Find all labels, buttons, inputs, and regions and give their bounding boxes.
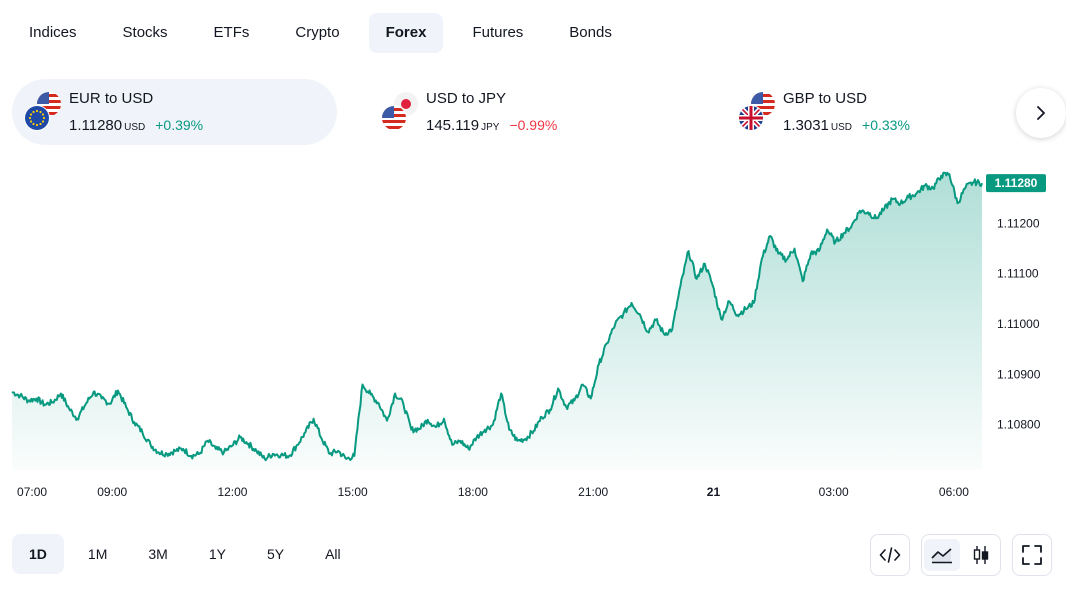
candlestick-chart-button[interactable] — [963, 539, 999, 571]
gbp-usd-flag-icon — [738, 92, 775, 131]
ticker-strip: EUR to USD 1.11280 USD +0.39% USD to JPY 1… — [12, 79, 1052, 145]
y-tick-label: 1.11200 — [997, 216, 1040, 230]
x-tick-label: 06:00 — [939, 485, 969, 499]
ticker-name: USD to JPY — [426, 90, 507, 107]
tab-crypto[interactable]: Crypto — [295, 24, 340, 41]
market-category-tabs: Indices Stocks ETFs Crypto Forex Futures… — [12, 13, 641, 53]
x-tick-label: 21:00 — [578, 485, 608, 499]
ticker-eur-usd[interactable]: EUR to USD 1.11280 USD +0.39% — [12, 79, 337, 145]
range-all[interactable]: All — [325, 546, 341, 562]
ticker-price-row: 1.3031 USD +0.33% — [783, 117, 910, 134]
ticker-name: EUR to USD — [69, 90, 154, 107]
y-axis: 1.10800 1.10900 1.11000 1.11100 1.11200 — [997, 216, 1041, 431]
ticker-change: −0.99% — [509, 117, 558, 133]
ticker-name: GBP to USD — [783, 90, 867, 107]
tab-bonds[interactable]: Bonds — [569, 24, 612, 41]
last-price-tag-bg — [986, 174, 1046, 193]
ticker-currency: USD — [124, 122, 146, 133]
ticker-gbp-usd[interactable]: GBP to USD 1.3031 USD +0.33% — [726, 79, 1016, 145]
ticker-price: 1.11280 — [69, 117, 123, 134]
chart-style-switcher — [921, 534, 1001, 576]
y-tick-label: 1.10800 — [997, 418, 1041, 432]
tab-futures[interactable]: Futures — [472, 24, 524, 41]
usd-jpy-flag-icon — [381, 92, 418, 131]
range-1d[interactable]: 1D — [12, 534, 64, 574]
tab-etfs[interactable]: ETFs — [213, 24, 250, 41]
time-range-selector: 1D 1M 3M 1Y 5Y All — [12, 534, 365, 574]
eur-usd-flag-icon — [24, 92, 61, 131]
ticker-currency: JPY — [481, 122, 500, 133]
next-tickers-button[interactable] — [1016, 88, 1066, 138]
chart-price-line — [11, 171, 983, 462]
y-tick-label: 1.11000 — [997, 317, 1040, 331]
ticker-usd-jpy[interactable]: USD to JPY 145.119 JPY −0.99% — [369, 79, 694, 145]
x-tick-label: 12:00 — [217, 485, 247, 499]
ticker-price: 1.3031 — [783, 117, 829, 134]
y-tick-label: 1.11100 — [997, 267, 1039, 281]
chevron-right-icon — [1037, 106, 1045, 120]
ticker-change: +0.33% — [862, 117, 910, 133]
x-tick-label: 21 — [707, 485, 721, 499]
ticker-price-row: 1.11280 USD +0.39% — [69, 117, 203, 134]
x-axis: 07:00 09:00 12:00 15:00 18:00 21:00 21 03:00 06:… — [17, 485, 969, 499]
last-price-tag: 1.11280 — [986, 174, 1046, 193]
y-tick-label: 1.10900 — [997, 367, 1041, 381]
area-chart-button[interactable] — [923, 539, 960, 571]
range-5y[interactable]: 5Y — [266, 546, 285, 562]
range-3m[interactable]: 3M — [148, 546, 168, 562]
ticker-change: +0.39% — [155, 117, 204, 133]
range-1m[interactable]: 1M — [87, 546, 108, 562]
x-tick-label: 09:00 — [97, 485, 127, 499]
code-icon — [879, 547, 901, 563]
tab-forex[interactable]: Forex — [368, 13, 444, 53]
fullscreen-icon — [1022, 545, 1042, 565]
chart-area-fill — [12, 172, 982, 470]
embed-button[interactable] — [870, 534, 910, 576]
range-1y[interactable]: 1Y — [208, 546, 226, 562]
tab-indices[interactable]: Indices — [29, 24, 77, 41]
last-price-label: 1.11280 — [995, 176, 1038, 190]
ticker-price: 145.119 — [426, 117, 480, 134]
fullscreen-button[interactable] — [1012, 534, 1052, 576]
x-tick-label: 15:00 — [338, 485, 368, 499]
x-tick-label: 07:00 — [17, 485, 47, 499]
area-chart-icon — [930, 548, 952, 564]
x-tick-label: 03:00 — [819, 485, 849, 499]
candlestick-icon — [973, 546, 988, 564]
ticker-currency: USD — [830, 122, 853, 133]
tab-stocks[interactable]: Stocks — [122, 24, 168, 41]
ticker-price-row: 145.119 JPY −0.99% — [426, 117, 557, 134]
price-chart[interactable]: 1.10800 1.10900 1.11000 1.11100 1.11200 07:0… — [0, 150, 1066, 520]
x-tick-label: 18:00 — [458, 485, 488, 499]
